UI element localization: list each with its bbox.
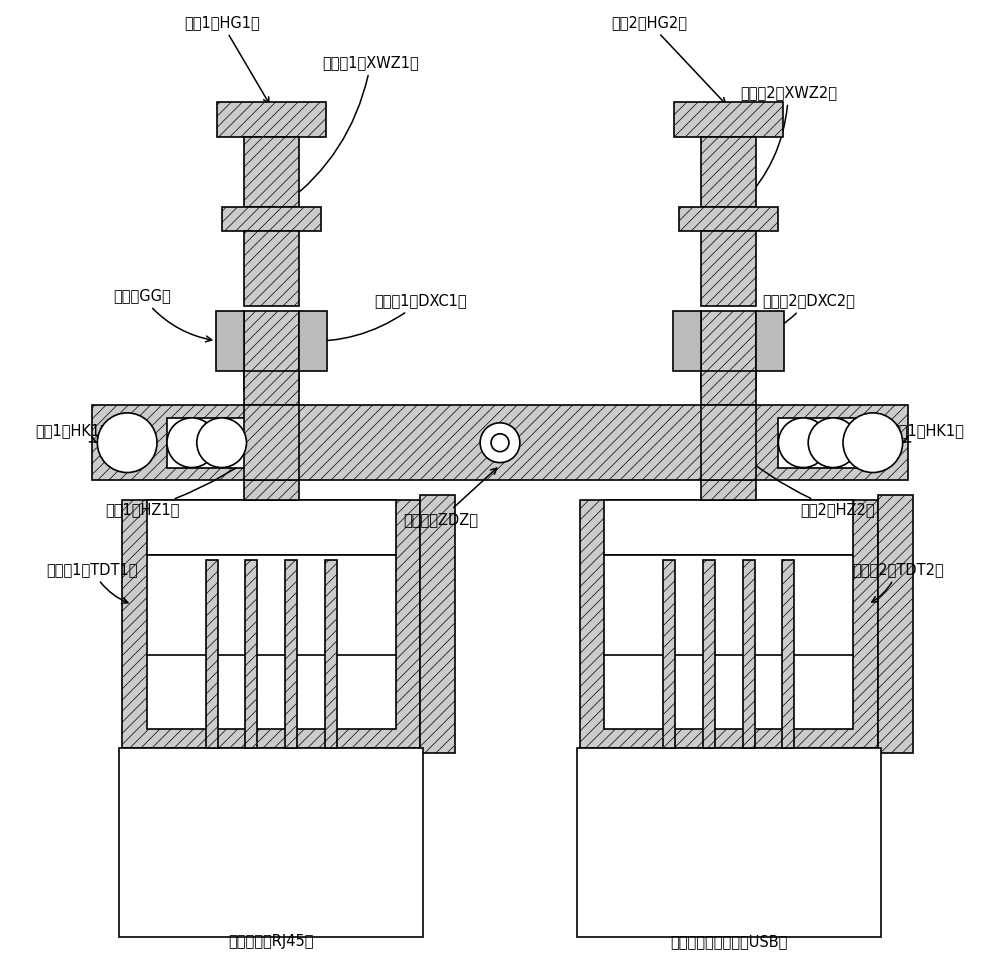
Bar	[222, 206, 321, 231]
Bar	[244, 231, 299, 306]
Circle shape	[480, 423, 520, 462]
Bar	[782, 560, 794, 749]
Circle shape	[778, 418, 828, 468]
Text: 滑轴2（HZ2）: 滑轴2（HZ2）	[732, 446, 875, 518]
Bar	[122, 499, 420, 749]
Text: 滑轴1（HZ1）: 滑轴1（HZ1）	[105, 445, 268, 518]
Bar	[206, 560, 218, 749]
Bar	[217, 102, 326, 137]
Bar	[285, 560, 297, 749]
Bar	[604, 499, 853, 555]
Text: 推动体1（TDT1）: 推动体1（TDT1）	[47, 562, 138, 604]
Bar	[245, 560, 257, 749]
Text: 滑孔1（HK1）: 滑孔1（HK1）	[36, 423, 109, 442]
Text: 滑杆1（HG1）: 滑杆1（HG1）	[184, 15, 269, 103]
Bar	[244, 137, 299, 206]
Text: 导向槽2（DXC2）: 导向槽2（DXC2）	[760, 293, 855, 339]
Text: 导向槽1（DXC1）: 导向槽1（DXC1）	[303, 293, 467, 344]
Text: 网络接口（RJ45）: 网络接口（RJ45）	[229, 934, 314, 949]
Bar	[756, 311, 784, 371]
Bar	[147, 555, 396, 729]
Bar	[701, 406, 756, 480]
Bar	[244, 311, 299, 391]
Text: 限位柱1（XWZ1）: 限位柱1（XWZ1）	[285, 55, 419, 204]
Bar	[216, 311, 244, 371]
Text: 推动体2（TDT2）: 推动体2（TDT2）	[852, 562, 944, 602]
Circle shape	[197, 418, 246, 468]
Bar	[673, 311, 701, 371]
Bar	[147, 499, 396, 555]
Bar	[703, 560, 715, 749]
Text: 滑孔1（HK1）: 滑孔1（HK1）	[891, 423, 964, 442]
Bar	[167, 418, 246, 468]
Bar	[420, 495, 455, 753]
Bar	[701, 231, 756, 306]
Circle shape	[808, 418, 858, 468]
Text: 滑杆2（HG2）: 滑杆2（HG2）	[611, 15, 726, 104]
Text: 移动存储介质接口（USB）: 移动存储介质接口（USB）	[670, 934, 787, 949]
Bar	[878, 495, 913, 753]
Bar	[577, 749, 881, 937]
Text: 支点轴（ZDZ）: 支点轴（ZDZ）	[403, 468, 497, 527]
Bar	[244, 480, 299, 499]
Bar	[743, 560, 755, 749]
Bar	[244, 406, 299, 480]
Bar	[325, 560, 337, 749]
Bar	[663, 560, 675, 749]
Bar	[778, 418, 858, 468]
Circle shape	[97, 413, 157, 473]
Bar	[299, 311, 327, 371]
Bar	[244, 371, 299, 406]
Circle shape	[843, 413, 903, 473]
Bar	[701, 311, 756, 391]
Bar	[119, 749, 423, 937]
Text: 限位柱2（XWZ2）: 限位柱2（XWZ2）	[740, 85, 837, 203]
Bar	[679, 206, 778, 231]
Bar	[674, 102, 783, 137]
Bar	[580, 499, 878, 749]
Text: 杠杆（GG）: 杠杆（GG）	[113, 288, 212, 342]
Circle shape	[167, 418, 217, 468]
Bar	[604, 555, 853, 729]
Bar	[701, 371, 756, 406]
Circle shape	[491, 434, 509, 452]
Bar	[701, 137, 756, 206]
Bar	[701, 480, 756, 499]
Bar	[92, 406, 908, 480]
